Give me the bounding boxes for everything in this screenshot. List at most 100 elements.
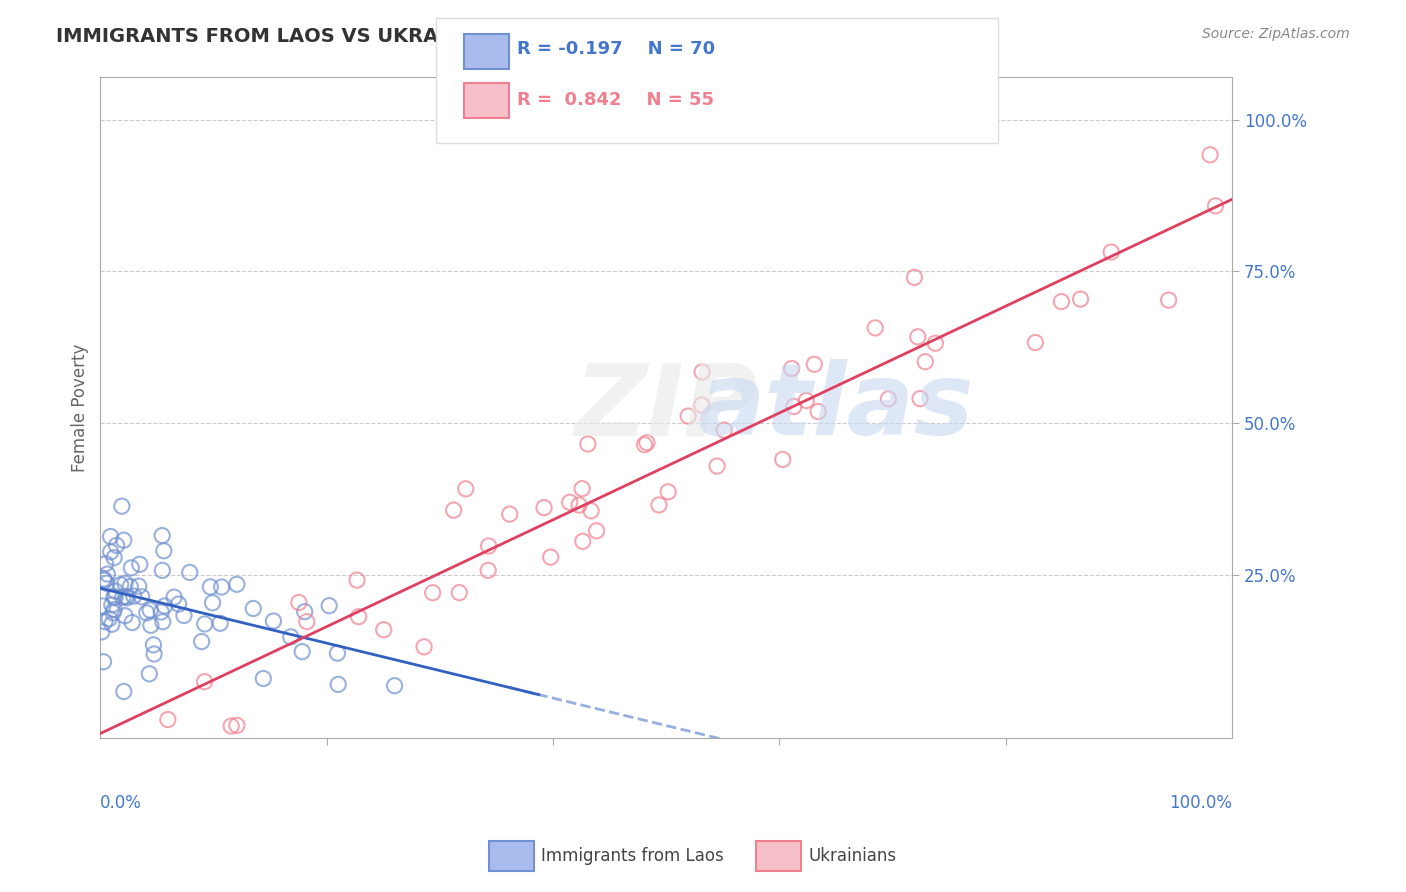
Point	[225, 577, 247, 591]
Point	[347, 609, 370, 624]
Point	[1024, 335, 1046, 350]
Point	[863, 321, 886, 335]
Point	[780, 361, 803, 376]
Point	[179, 566, 201, 580]
Point	[94, 557, 117, 571]
Point	[93, 655, 115, 669]
Point	[690, 398, 713, 412]
Point	[924, 336, 946, 351]
Text: Source: ZipAtlas.com: Source: ZipAtlas.com	[1202, 27, 1350, 41]
Point	[318, 599, 340, 613]
Point	[152, 615, 174, 629]
Point	[422, 585, 444, 599]
Point	[131, 590, 153, 604]
Point	[150, 605, 173, 619]
Point	[807, 404, 830, 418]
Point	[111, 591, 134, 605]
Point	[908, 392, 931, 406]
Point	[121, 615, 143, 630]
Point	[98, 612, 121, 626]
Point	[163, 590, 186, 604]
Point	[128, 558, 150, 572]
Point	[200, 580, 222, 594]
Point	[533, 500, 555, 515]
Point	[1070, 292, 1092, 306]
Point	[150, 528, 173, 542]
Text: IMMIGRANTS FROM LAOS VS UKRAINIAN FEMALE POVERTY CORRELATION CHART: IMMIGRANTS FROM LAOS VS UKRAINIAN FEMALE…	[56, 27, 941, 45]
Point	[139, 618, 162, 632]
Point	[1205, 199, 1227, 213]
Point	[499, 507, 522, 521]
Point	[156, 713, 179, 727]
Point	[676, 409, 699, 424]
Point	[1199, 148, 1222, 162]
Point	[114, 576, 136, 591]
Point	[112, 684, 135, 698]
Point	[142, 638, 165, 652]
Point	[568, 498, 591, 512]
Point	[280, 630, 302, 644]
Point	[114, 590, 136, 604]
Point	[328, 677, 350, 691]
Point	[150, 563, 173, 577]
Point	[252, 672, 274, 686]
Point	[143, 647, 166, 661]
Point	[449, 585, 471, 599]
Point	[384, 679, 406, 693]
Y-axis label: Female Poverty: Female Poverty	[72, 343, 89, 472]
Text: 0.0%: 0.0%	[100, 795, 142, 813]
Point	[579, 504, 602, 518]
Point	[225, 718, 247, 732]
Point	[706, 459, 728, 474]
Point	[201, 596, 224, 610]
Point	[96, 576, 118, 591]
Point	[104, 590, 127, 604]
Point	[96, 567, 118, 582]
Point	[194, 616, 217, 631]
Point	[903, 270, 925, 285]
Point	[115, 591, 138, 605]
Point	[585, 524, 607, 538]
Point	[713, 423, 735, 437]
Point	[114, 608, 136, 623]
Point	[633, 438, 655, 452]
Point	[101, 598, 124, 612]
Point	[907, 330, 929, 344]
Point	[93, 572, 115, 586]
Point	[242, 601, 264, 615]
Point	[103, 590, 125, 604]
Point	[294, 605, 316, 619]
Point	[111, 499, 134, 513]
Point	[443, 503, 465, 517]
Point	[100, 545, 122, 559]
Point	[1050, 294, 1073, 309]
Point	[540, 550, 562, 565]
Point	[104, 584, 127, 599]
Point	[636, 435, 658, 450]
Point	[413, 640, 436, 654]
Point	[803, 357, 825, 371]
Point	[110, 578, 132, 592]
Point	[648, 498, 671, 512]
Point	[576, 437, 599, 451]
Point	[914, 354, 936, 368]
Text: R = -0.197    N = 70: R = -0.197 N = 70	[517, 40, 716, 58]
Point	[105, 538, 128, 552]
Point	[90, 624, 112, 639]
Point	[112, 533, 135, 548]
Point	[120, 561, 142, 575]
Point	[1157, 293, 1180, 307]
Point	[190, 634, 212, 648]
Point	[288, 595, 311, 609]
Point	[571, 482, 593, 496]
Point	[772, 452, 794, 467]
Point	[103, 602, 125, 616]
Text: Immigrants from Laos: Immigrants from Laos	[541, 847, 724, 865]
Point	[690, 365, 713, 379]
Point	[100, 529, 122, 543]
Point	[657, 484, 679, 499]
Point	[153, 599, 176, 613]
Point	[91, 599, 114, 613]
Text: 100.0%: 100.0%	[1168, 795, 1232, 813]
Point	[219, 719, 242, 733]
